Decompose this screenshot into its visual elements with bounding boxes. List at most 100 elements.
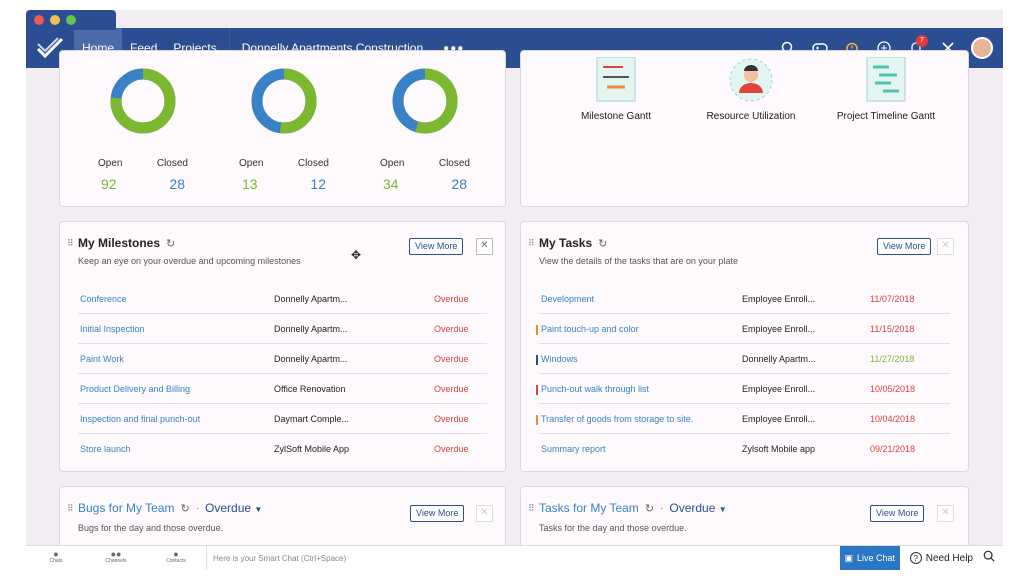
timeline-gantt-icon bbox=[863, 56, 909, 103]
milestone-name[interactable]: Store launch bbox=[80, 444, 131, 454]
open-label: Open bbox=[239, 158, 264, 169]
view-more-button[interactable]: View More bbox=[410, 505, 465, 522]
chats-button[interactable]: ● Chats bbox=[26, 550, 86, 565]
table-row[interactable]: Development Employee Enroll... 11/07/2018 bbox=[539, 284, 950, 314]
task-name[interactable]: Paint touch-up and color bbox=[536, 323, 742, 335]
report-project-timeline-gantt[interactable]: Project Timeline Gantt bbox=[821, 56, 951, 122]
task-name-text[interactable]: Punch-out walk through list bbox=[541, 383, 650, 394]
due-date: 10/04/2018 bbox=[870, 413, 916, 424]
milestone-name[interactable]: Conference bbox=[80, 293, 127, 304]
close-icon[interactable]: ✕ bbox=[937, 505, 954, 522]
notifications-bell-icon[interactable]: 7 bbox=[907, 35, 928, 57]
filter-value[interactable]: Overdue bbox=[205, 501, 252, 515]
open-count[interactable]: 34 bbox=[383, 176, 399, 192]
project-name: Employee Enroll... bbox=[742, 383, 816, 394]
milestone-name[interactable]: Paint Work bbox=[80, 353, 124, 364]
team-tasks-title[interactable]: Tasks for My Team bbox=[539, 501, 639, 515]
chats-label: Chats bbox=[49, 558, 63, 564]
task-name[interactable]: Punch-out walk through list bbox=[536, 383, 742, 395]
close-window-button[interactable] bbox=[34, 15, 44, 25]
table-row[interactable]: Windows Donnelly Apartm... 11/27/2018 bbox=[536, 344, 950, 374]
table-row[interactable]: Transfer of goods from storage to site. E… bbox=[536, 404, 950, 434]
task-name[interactable]: Transfer of goods from storage to site. bbox=[536, 413, 742, 425]
table-row[interactable]: Paint Work Donnelly Apartm... Overdue bbox=[78, 344, 487, 374]
task-name[interactable]: Summary report bbox=[539, 444, 742, 454]
task-name-text[interactable]: Paint touch-up and color bbox=[541, 323, 639, 334]
table-row[interactable]: Initial Inspection Donnelly Apartm... Over… bbox=[78, 314, 487, 344]
closed-count[interactable]: 28 bbox=[451, 176, 467, 192]
task-name[interactable]: Windows bbox=[536, 353, 742, 365]
table-row[interactable]: Store launch ZylSoft Mobile App Overdue bbox=[78, 434, 487, 464]
group-icon: ●● bbox=[110, 549, 122, 559]
open-count[interactable]: 13 bbox=[242, 176, 258, 192]
more-icon[interactable]: ●●● bbox=[443, 42, 465, 54]
table-row[interactable]: Product Delivery and Billing Office Renov… bbox=[78, 374, 487, 404]
table-row[interactable]: Summary report Zylsoft Mobile app 09/21/20… bbox=[539, 434, 950, 464]
view-more-button[interactable]: View More bbox=[409, 238, 464, 255]
filter-value[interactable]: Overdue bbox=[669, 501, 716, 515]
drag-handle-icon[interactable]: ⠿ bbox=[528, 238, 535, 248]
table-row[interactable]: Conference Donnelly Apartm... Overdue bbox=[78, 284, 487, 314]
project-name: ZylSoft Mobile App bbox=[274, 444, 350, 454]
maximize-window-button[interactable] bbox=[66, 15, 76, 25]
table-row[interactable]: Paint touch-up and color Employee Enroll.… bbox=[536, 314, 950, 344]
minimize-window-button[interactable] bbox=[50, 15, 60, 25]
milestone-name[interactable]: Inspection and final punch-out bbox=[80, 413, 201, 424]
card-subtitle: Bugs for the day and those overdue. bbox=[78, 523, 224, 533]
view-more-button[interactable]: View More bbox=[877, 238, 932, 255]
report-milestone-gantt[interactable]: Milestone Gantt bbox=[551, 56, 681, 122]
refresh-icon[interactable]: ↻ bbox=[166, 237, 176, 250]
table-row[interactable]: Inspection and final punch-out Daymart Co… bbox=[78, 404, 487, 434]
drag-handle-icon[interactable]: ⠿ bbox=[67, 503, 74, 513]
bugs-title[interactable]: Bugs for My Team bbox=[78, 501, 175, 515]
milestone-name[interactable]: Initial Inspection bbox=[80, 323, 145, 334]
filter-dropdown[interactable]: Overdue ▼ bbox=[669, 501, 726, 515]
view-more-button[interactable]: View More bbox=[870, 505, 925, 522]
donut-open-arc bbox=[110, 68, 176, 134]
need-help-button[interactable]: ? Need Help bbox=[900, 552, 983, 564]
priority-marker bbox=[536, 384, 538, 395]
task-name-text[interactable]: Transfer of goods from storage to site. bbox=[541, 413, 694, 424]
caret-down-icon[interactable]: ▼ bbox=[254, 505, 263, 514]
report-label: Milestone Gantt bbox=[580, 111, 652, 122]
task-name-text[interactable]: Windows bbox=[541, 353, 578, 364]
live-chat-label: Live Chat bbox=[856, 553, 895, 563]
project-name: Donnelly Apartm... bbox=[742, 353, 816, 364]
refresh-icon[interactable]: ↻ bbox=[598, 237, 608, 250]
search-icon[interactable] bbox=[983, 549, 1003, 567]
due-date: 11/07/2018 bbox=[870, 293, 915, 304]
refresh-icon[interactable]: ↻ bbox=[644, 502, 655, 515]
milestone-name[interactable]: Product Delivery and Billing bbox=[80, 383, 191, 394]
project-name: Office Renovation bbox=[274, 383, 346, 394]
tasks-title: My Tasks bbox=[539, 236, 593, 250]
caret-down-icon[interactable]: ▼ bbox=[718, 505, 727, 514]
channels-button[interactable]: ●● Channels bbox=[86, 549, 146, 565]
app-logo[interactable] bbox=[26, 28, 74, 68]
task-name-text[interactable]: Summary report bbox=[541, 444, 606, 454]
close-icon[interactable]: ✕ bbox=[937, 238, 954, 255]
drag-handle-icon[interactable]: ⠿ bbox=[528, 503, 535, 513]
filter-dropdown[interactable]: Overdue ▼ bbox=[205, 501, 262, 515]
report-resource-utilization[interactable]: Resource Utilization bbox=[686, 57, 816, 122]
smart-chat-input[interactable]: Here is your Smart Chat (Ctrl+Space) bbox=[213, 553, 347, 563]
task-name-text[interactable]: Development bbox=[541, 293, 595, 304]
table-row[interactable]: Punch-out walk through list Employee Enro… bbox=[536, 374, 950, 404]
live-chat-button[interactable]: ▣ Live Chat bbox=[839, 545, 900, 570]
channels-label: Channels bbox=[105, 558, 127, 564]
stat-group: Open Closed 34 28 bbox=[355, 66, 495, 192]
user-avatar[interactable] bbox=[971, 37, 993, 59]
project-name: Zylsoft Mobile app bbox=[742, 444, 816, 454]
status-label: Overdue bbox=[434, 353, 469, 364]
contacts-button[interactable]: ● Contacts bbox=[146, 550, 206, 565]
drag-handle-icon[interactable]: ⠿ bbox=[67, 238, 74, 248]
open-count[interactable]: 92 bbox=[101, 176, 117, 192]
task-name[interactable]: Development bbox=[539, 294, 742, 304]
closed-count[interactable]: 28 bbox=[169, 176, 185, 192]
close-icon[interactable]: ✕ bbox=[476, 238, 493, 255]
due-date: 11/15/2018 bbox=[870, 323, 915, 334]
due-date: 11/27/2018 bbox=[870, 353, 915, 364]
closed-count[interactable]: 12 bbox=[310, 176, 326, 192]
due-date: 10/05/2018 bbox=[870, 383, 916, 394]
close-icon[interactable]: ✕ bbox=[476, 505, 493, 522]
refresh-icon[interactable]: ↻ bbox=[180, 502, 190, 515]
